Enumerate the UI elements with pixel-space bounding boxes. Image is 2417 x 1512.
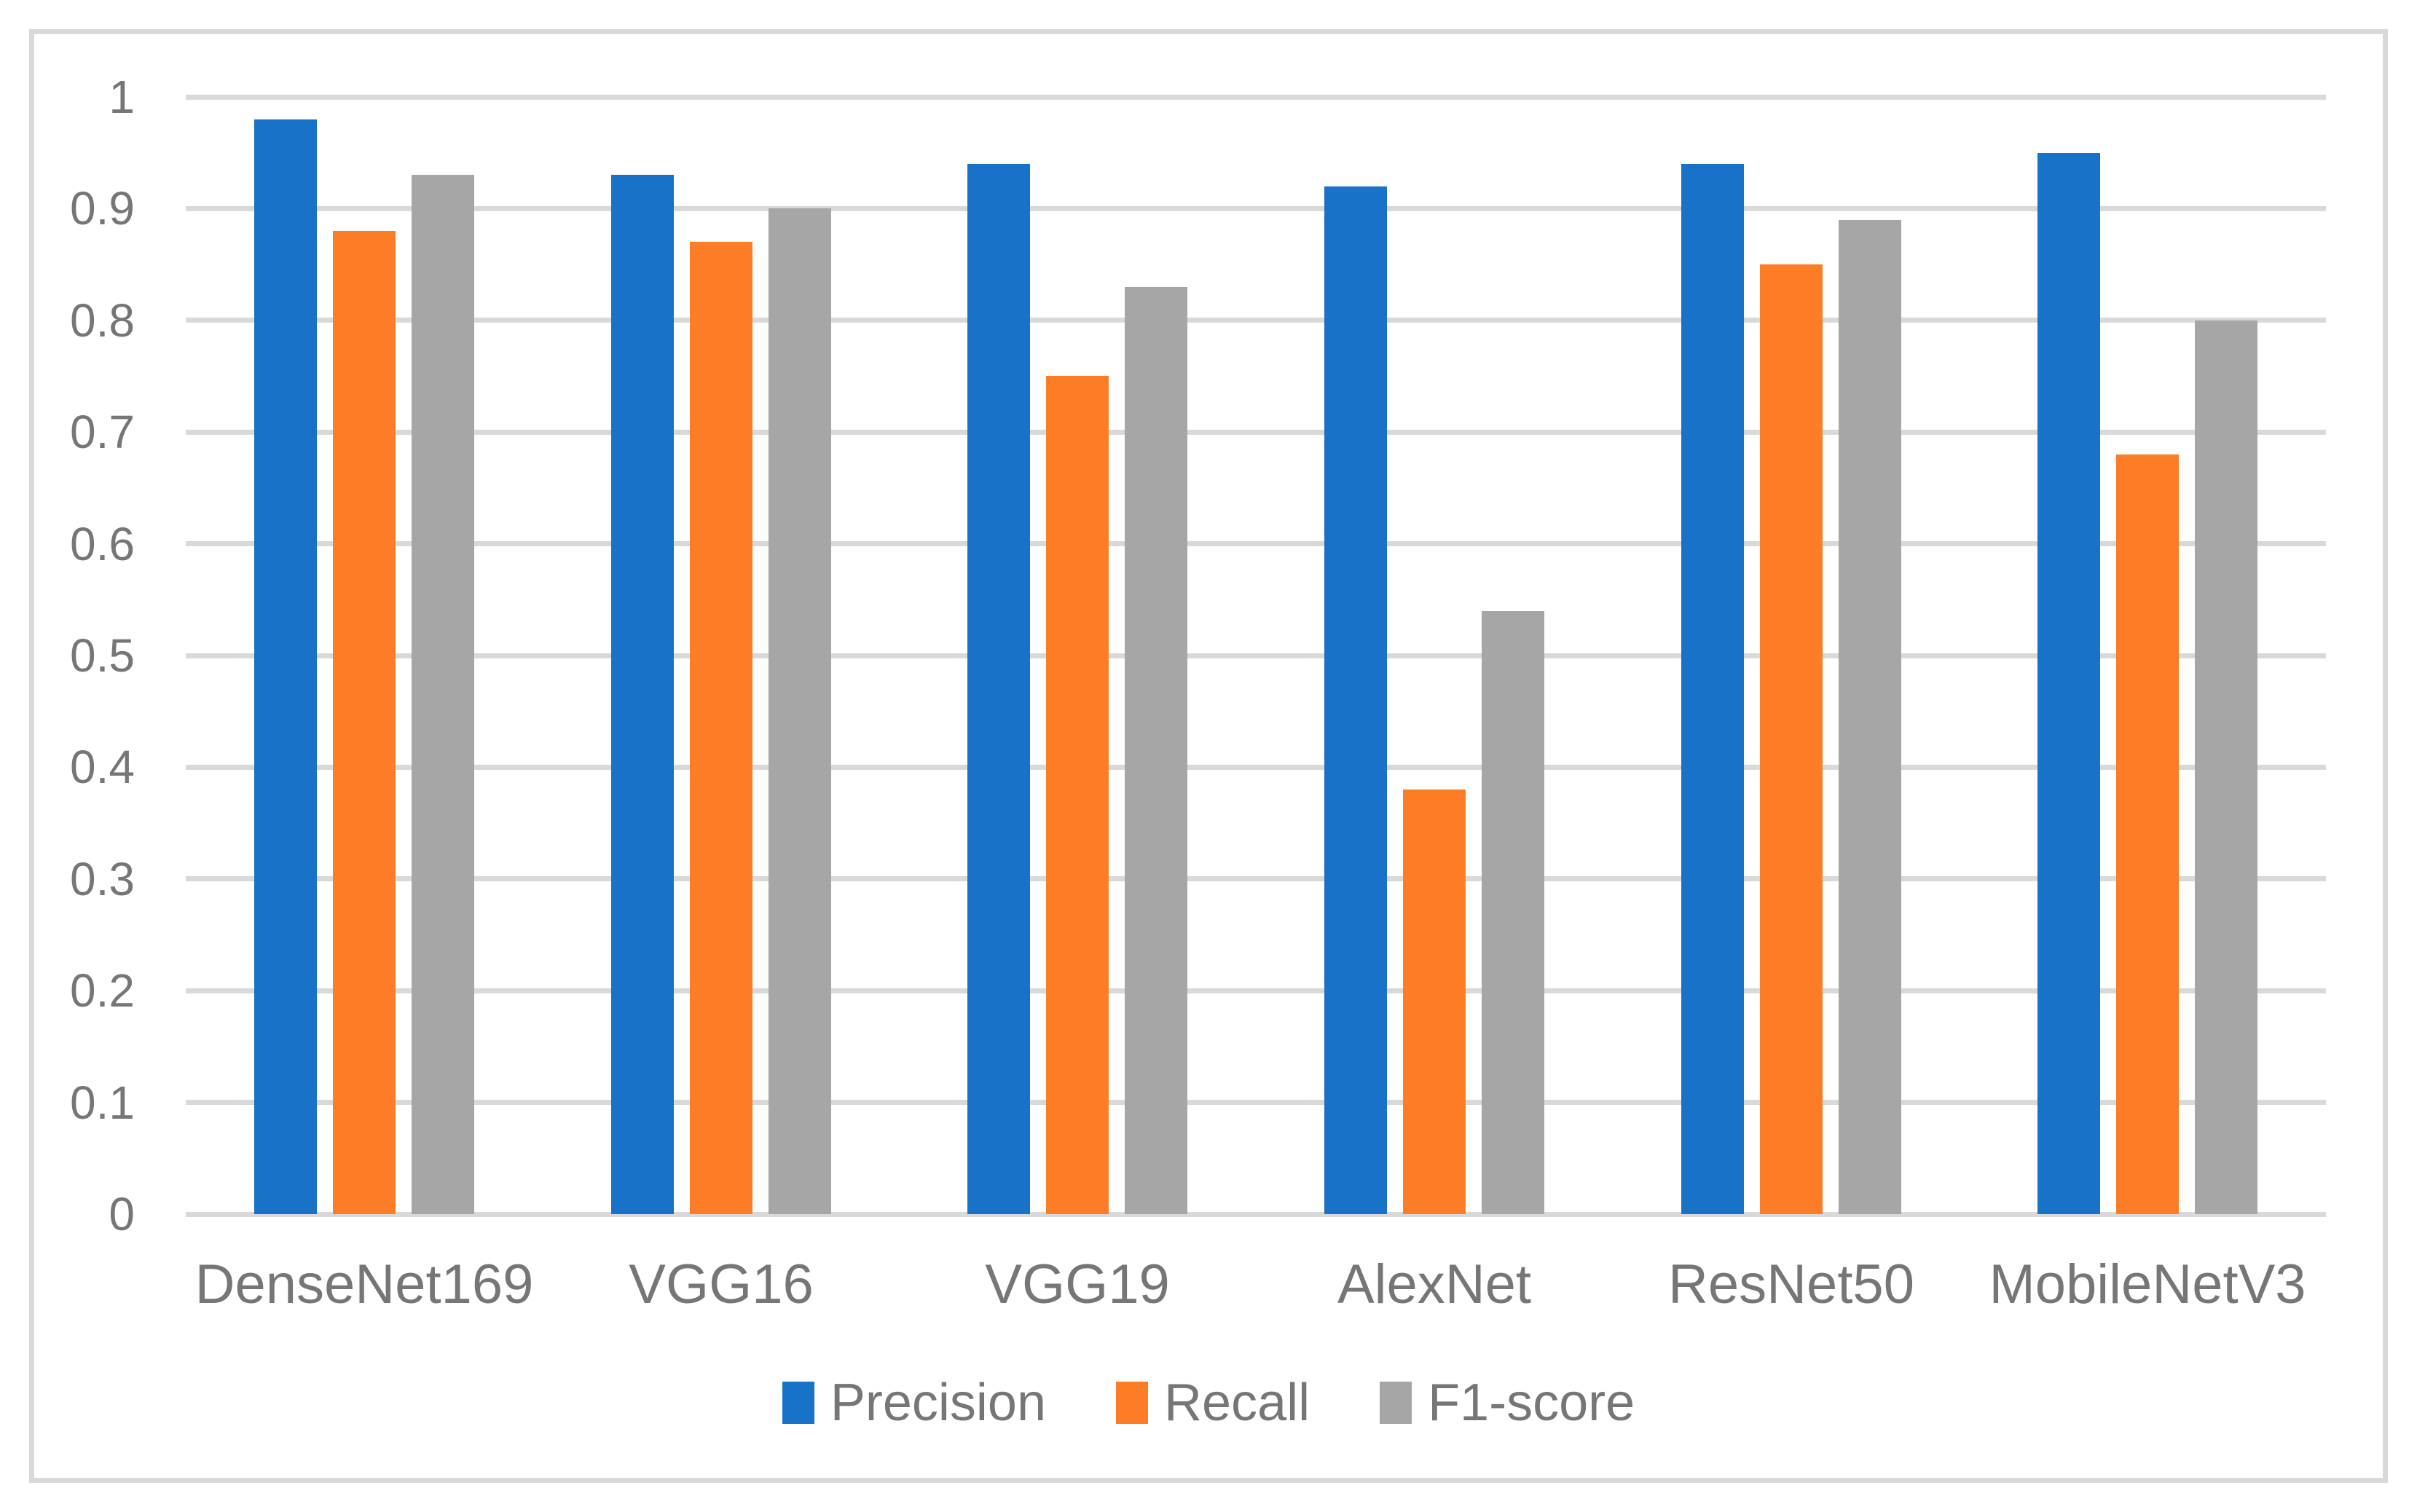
category-label-mobilenetv3: MobileNetV3 xyxy=(1989,1253,2306,1315)
y-tick-label-1: 1 xyxy=(109,71,135,123)
legend-entry-precision: Precision xyxy=(782,1377,1046,1429)
gridline-y-0.8 xyxy=(186,318,2326,323)
y-tick-label-0.5: 0.5 xyxy=(70,629,135,682)
y-tick-label-0: 0 xyxy=(109,1188,135,1240)
category-label-alexnet: AlexNet xyxy=(1337,1253,1532,1315)
y-tick-label-0.4: 0.4 xyxy=(70,741,135,794)
gridline-y-0.1 xyxy=(186,1100,2326,1106)
bar-recall-resnet50 xyxy=(1760,264,1823,1214)
gridline-y-0.7 xyxy=(186,429,2326,435)
bar-f1-score-resnet50 xyxy=(1839,220,1901,1214)
legend-swatch-recall xyxy=(1115,1382,1148,1424)
legend-swatch-precision xyxy=(782,1382,814,1424)
y-axis-tick-labels: 1 0.9 0.8 0.7 0.6 0.5 0.4 0.3 0.2 0.1 0 xyxy=(0,74,135,1237)
y-tick-label-0.8: 0.8 xyxy=(70,294,135,347)
y-tick-label-0.1: 0.1 xyxy=(70,1076,135,1129)
gridline-y-0.5 xyxy=(186,653,2326,658)
legend-label-f1-score: F1-score xyxy=(1428,1374,1635,1432)
bar-recall-vgg19 xyxy=(1046,376,1109,1214)
category-label-densenet169: DenseNet169 xyxy=(194,1253,534,1315)
gridline-y-0.3 xyxy=(186,876,2326,882)
y-tick-label-0.6: 0.6 xyxy=(70,517,135,570)
bar-f1-score-alexnet xyxy=(1482,611,1544,1214)
legend-swatch-f1-score xyxy=(1380,1382,1412,1424)
y-tick-label-0.9: 0.9 xyxy=(70,182,135,235)
x-axis-category-labels: DenseNet169 VGG16 VGG19 AlexNet ResNet50 Mobi… xyxy=(186,1257,2326,1323)
y-tick-label-0.7: 0.7 xyxy=(70,406,135,459)
category-label-vgg16: VGG16 xyxy=(629,1253,814,1315)
bar-recall-alexnet xyxy=(1403,790,1466,1214)
chart-frame xyxy=(29,29,2388,1483)
bar-f1-score-mobilenetv3 xyxy=(2195,320,2257,1214)
bar-precision-mobilenetv3 xyxy=(2037,153,2100,1214)
gridline-y-0.6 xyxy=(186,541,2326,547)
bar-precision-resnet50 xyxy=(1681,164,1744,1214)
bar-f1-score-densenet169 xyxy=(412,175,474,1214)
bar-f1-score-vgg16 xyxy=(769,208,831,1214)
bar-precision-densenet169 xyxy=(254,119,317,1214)
category-label-vgg19: VGG19 xyxy=(985,1253,1170,1315)
category-label-resnet50: ResNet50 xyxy=(1668,1253,1914,1315)
bar-recall-densenet169 xyxy=(333,231,396,1214)
y-tick-label-0.3: 0.3 xyxy=(70,852,135,905)
legend-entry-recall: Recall xyxy=(1115,1374,1310,1432)
x-axis-baseline xyxy=(186,1211,2326,1217)
bar-precision-vgg19 xyxy=(967,164,1030,1214)
legend-label-recall: Recall xyxy=(1163,1374,1310,1432)
bar-f1-score-vgg19 xyxy=(1125,287,1187,1214)
y-tick-label-0.2: 0.2 xyxy=(70,964,135,1017)
gridline-y-0.2 xyxy=(186,988,2326,993)
bar-precision-vgg16 xyxy=(611,175,674,1214)
legend: Precision Recall F1-score xyxy=(34,1377,2383,1429)
gridline-y-0.4 xyxy=(186,764,2326,770)
legend-label-precision: Precision xyxy=(830,1374,1046,1432)
gridline-y-1 xyxy=(186,94,2326,100)
legend-entry-f1-score: F1-score xyxy=(1380,1377,1635,1429)
bar-recall-mobilenetv3 xyxy=(2116,454,2179,1214)
gridline-y-0.9 xyxy=(186,205,2326,211)
bar-recall-vgg16 xyxy=(690,242,752,1214)
bar-precision-alexnet xyxy=(1324,186,1387,1214)
plot-area xyxy=(186,94,2326,1217)
